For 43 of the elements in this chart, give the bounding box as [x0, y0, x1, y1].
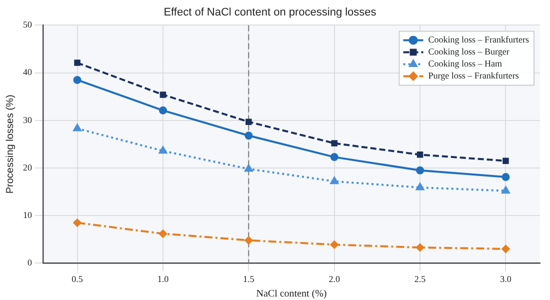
legend-label: Purge loss – Frankfurters: [428, 70, 520, 81]
point: [502, 186, 510, 194]
point: [158, 230, 167, 238]
x-tick-label: 2.0: [328, 274, 340, 284]
point: [73, 218, 82, 227]
point: [244, 236, 253, 244]
point: [331, 140, 338, 146]
point: [502, 158, 509, 164]
legend-label: Cooking loss – Ham: [428, 58, 502, 69]
point: [502, 173, 510, 182]
point: [330, 240, 338, 249]
x-tick-label: 1.5: [243, 274, 255, 284]
point: [244, 132, 253, 140]
y-tick-label: 20: [23, 162, 32, 172]
legend-label: Cooking loss – Frankfurters: [428, 34, 530, 45]
legend-label: Cooking loss – Burger: [428, 46, 510, 57]
x-axis-title: NaCl content (%): [256, 288, 327, 300]
point: [416, 152, 424, 158]
point: [330, 153, 338, 162]
point: [73, 76, 82, 84]
point: [246, 118, 252, 125]
y-tick-label: 40: [23, 67, 32, 78]
point: [502, 244, 510, 253]
point: [416, 243, 424, 252]
x-tick-label: 0.5: [72, 274, 84, 284]
point: [158, 106, 167, 114]
chart-title: Effect of NaCl content on processing losses: [164, 6, 377, 19]
y-tick-label: 0: [28, 258, 32, 268]
point: [416, 166, 424, 174]
x-tick-label: 3.0: [500, 274, 512, 284]
y-tick-label: 30: [23, 114, 32, 125]
x-tick-label: 1.0: [157, 274, 170, 284]
y-axis-title: Processing losses (%): [4, 94, 16, 194]
point: [160, 92, 166, 98]
point: [73, 124, 82, 132]
point: [74, 60, 80, 66]
point: [330, 176, 338, 184]
y-tick-label: 10: [23, 210, 32, 220]
point: [158, 146, 167, 154]
point: [416, 183, 424, 190]
point: [244, 164, 253, 172]
x-tick-label: 2.5: [414, 274, 426, 284]
y-tick-label: 50: [23, 20, 32, 30]
